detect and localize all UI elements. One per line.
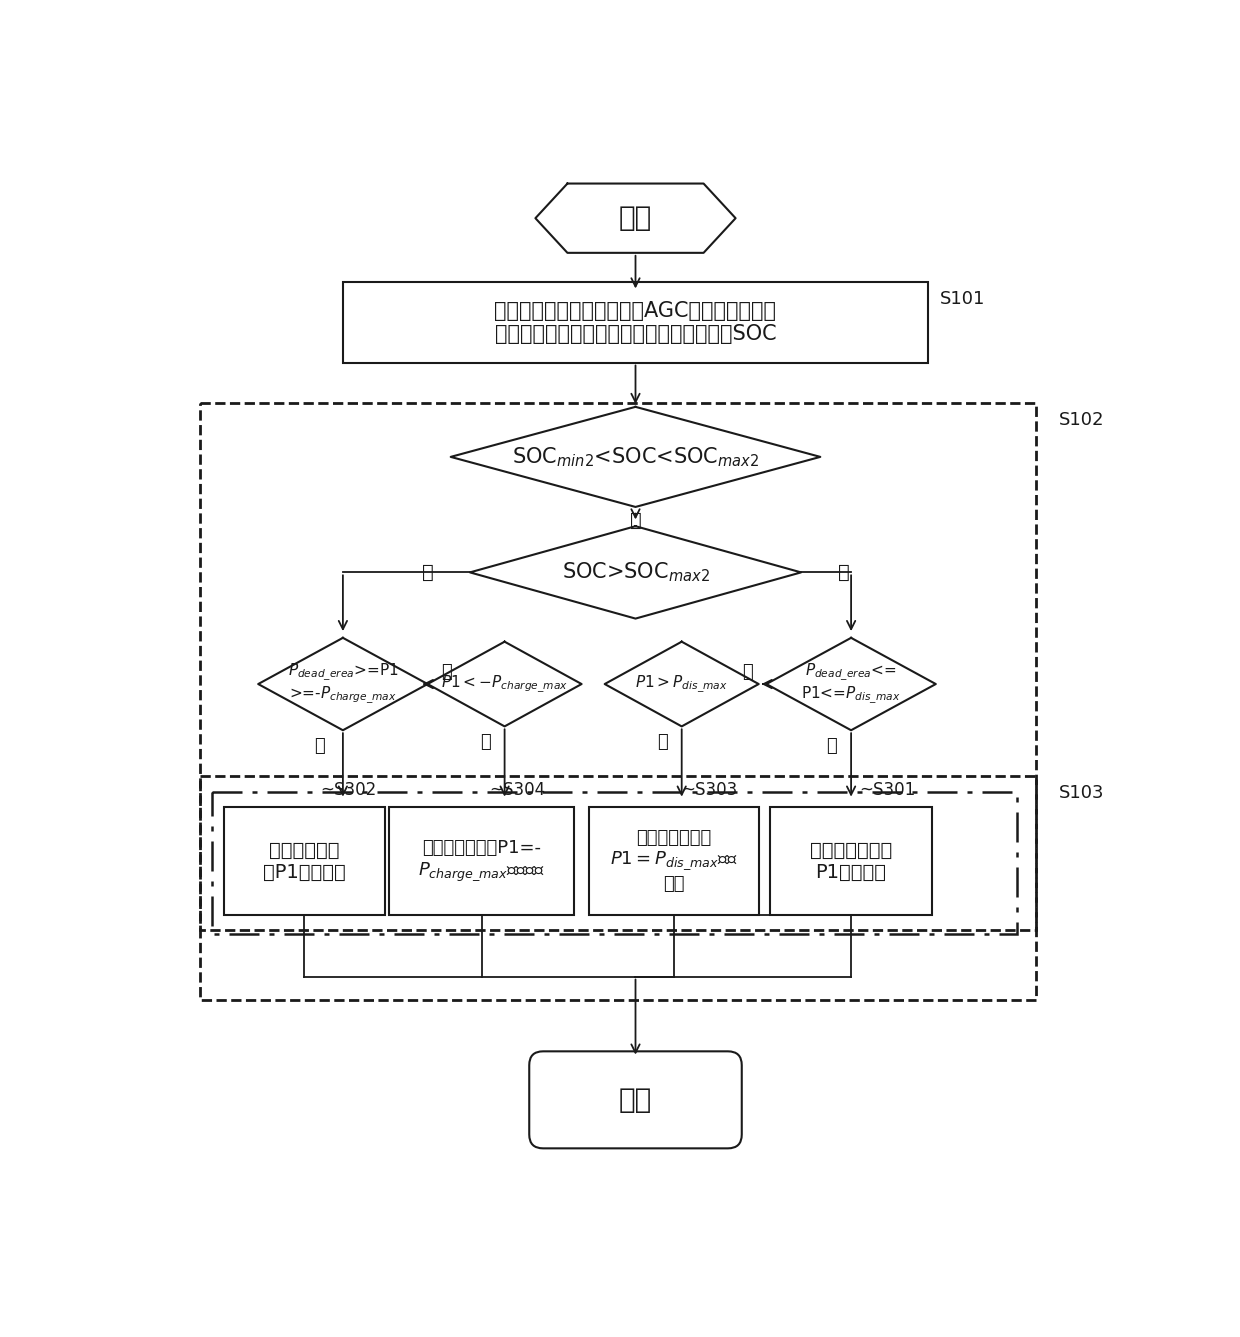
Bar	[201, 777, 1035, 1000]
Text: 否: 否	[742, 663, 753, 682]
Text: 否: 否	[422, 563, 434, 582]
Text: S103: S103	[1059, 783, 1105, 802]
Text: ~S303: ~S303	[682, 781, 738, 800]
Text: 控制储能系统以P1=-
$P_{charge\_max}$进行充电: 控制储能系统以P1=- $P_{charge\_max}$进行充电	[418, 840, 546, 882]
Bar	[201, 402, 1035, 931]
Bar	[770, 808, 932, 915]
Text: ~S301: ~S301	[859, 781, 915, 800]
Text: 结束: 结束	[619, 1086, 652, 1114]
Text: $P1>P_{dis\_max}$: $P1>P_{dis\_max}$	[635, 674, 728, 694]
Bar	[389, 808, 574, 915]
Text: $P1<-P_{charge\_max}$: $P1<-P_{charge\_max}$	[441, 674, 568, 694]
Text: 是: 是	[480, 733, 491, 751]
Text: 是: 是	[657, 733, 668, 751]
Text: 控制储能系统
以P1进行充电: 控制储能系统 以P1进行充电	[263, 841, 346, 881]
Text: $P_{dead\_erea}$<=
P1<=$P_{dis\_max}$: $P_{dead\_erea}$<= P1<=$P_{dis\_max}$	[801, 662, 901, 706]
Text: 开始: 开始	[619, 205, 652, 233]
Bar	[223, 808, 386, 915]
Text: SOC$_{min2}$<SOC<SOC$_{max2}$: SOC$_{min2}$<SOC<SOC$_{max2}$	[512, 445, 759, 469]
Text: 在火储系统的储能系统处于AGC调频模式下时，
获得火储系统中储能系统的调频功率指令和SOC: 在火储系统的储能系统处于AGC调频模式下时， 获得火储系统中储能系统的调频功率指…	[495, 301, 776, 344]
Text: ~S302: ~S302	[320, 781, 376, 800]
Text: ~S304: ~S304	[490, 781, 546, 800]
Text: 是: 是	[315, 737, 325, 754]
Bar	[212, 792, 1017, 935]
Text: 否: 否	[441, 663, 453, 682]
Text: 控制储能系统以
$P1=P_{dis\_max}$进行
放电: 控制储能系统以 $P1=P_{dis\_max}$进行 放电	[610, 829, 738, 893]
Text: 是: 是	[837, 563, 849, 582]
Text: 控制储能系统以
P1进行放电: 控制储能系统以 P1进行放电	[810, 841, 893, 881]
Bar	[589, 808, 759, 915]
Text: 是: 是	[827, 737, 837, 754]
Text: S102: S102	[1059, 410, 1105, 429]
Text: S101: S101	[940, 290, 985, 308]
Bar	[343, 282, 928, 362]
Text: $P_{dead\_erea}$>=P1
>=-$P_{charge\_max}$: $P_{dead\_erea}$>=P1 >=-$P_{charge\_max}…	[288, 662, 398, 706]
Text: SOC>SOC$_{max2}$: SOC>SOC$_{max2}$	[562, 560, 709, 584]
Text: 否: 否	[630, 511, 641, 531]
